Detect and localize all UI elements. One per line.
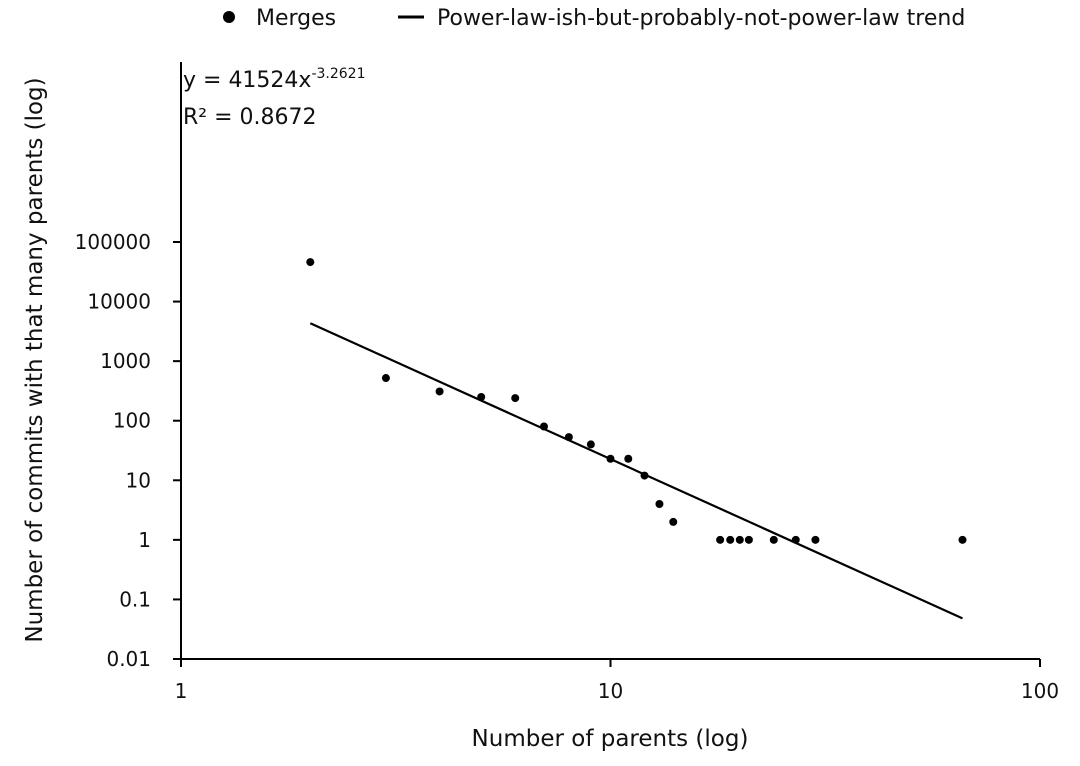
trend-equation-base: y = 41524x (183, 68, 311, 93)
x-tick-label: 100 (1021, 679, 1059, 703)
trend-equation-exponent: -3.2621 (311, 66, 365, 82)
legend-marker-merges (223, 11, 235, 23)
data-point (435, 387, 444, 396)
data-point (306, 258, 315, 267)
x-axis-title: Number of parents (log) (472, 726, 749, 752)
x-tick-label: 10 (598, 679, 623, 703)
data-point (769, 535, 778, 544)
data-point (606, 454, 615, 463)
trend-line (309, 322, 963, 620)
data-point (669, 517, 678, 526)
y-tick-label: 0.1 (119, 587, 151, 611)
trend-equation: y = 41524x-3.2621 (183, 66, 366, 93)
y-axis-title: Number of commits with that many parents… (22, 77, 48, 642)
data-point (564, 433, 573, 442)
y-tick-label: 1000 (100, 349, 151, 373)
y-tick-label: 10 (126, 468, 151, 492)
data-point (477, 393, 486, 402)
data-point (655, 499, 664, 508)
data-point (744, 535, 753, 544)
data-point (716, 535, 725, 544)
y-tick-label: 10000 (87, 290, 151, 314)
axis-tick-labels: 1 10 100 0.01 0.1 1 10 100 1000 10000 100000 (75, 230, 1059, 703)
data-point (811, 535, 820, 544)
data-point (381, 374, 390, 383)
legend-label-merges: Merges (256, 6, 336, 31)
legend: Merges Power-law-ish-but-probably-not-po… (223, 6, 965, 31)
data-point (735, 535, 744, 544)
r-squared-label: R² = 0.8672 (183, 105, 317, 130)
data-point (640, 471, 649, 480)
axis-ticks (173, 241, 1041, 667)
data-point (958, 535, 967, 544)
data-point (624, 454, 633, 463)
y-tick-label: 0.01 (106, 647, 151, 671)
y-tick-label: 1 (138, 528, 151, 552)
data-point (539, 422, 548, 431)
data-point (726, 535, 735, 544)
data-point (511, 394, 520, 403)
y-tick-label: 100 (113, 409, 151, 433)
y-tick-label: 100000 (75, 230, 151, 254)
data-points (306, 258, 967, 544)
data-point (791, 535, 800, 544)
legend-label-trend: Power-law-ish-but-probably-not-power-law… (437, 6, 965, 31)
x-tick-label: 1 (175, 679, 188, 703)
data-point (586, 440, 595, 449)
